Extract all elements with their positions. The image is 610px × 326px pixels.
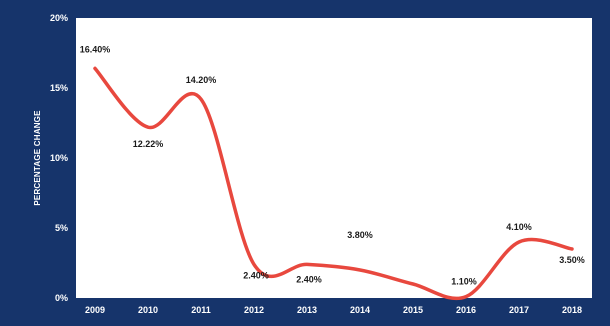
- x-tick-label: 2018: [562, 305, 582, 315]
- x-tick-label: 2009: [85, 305, 105, 315]
- plot-area: [76, 18, 592, 298]
- x-tick-label: 2011: [191, 305, 211, 315]
- x-tick-label: 2015: [403, 305, 423, 315]
- x-tick-label: 2017: [509, 305, 529, 315]
- y-tick-label: 20%: [50, 13, 68, 23]
- x-tick-label: 2010: [138, 305, 158, 315]
- x-tick-label: 2012: [244, 305, 264, 315]
- data-label: 12.22%: [133, 139, 164, 149]
- y-tick-label: 5%: [55, 223, 68, 233]
- x-tick-label: 2013: [297, 305, 317, 315]
- data-label: 4.10%: [506, 222, 532, 232]
- data-label: 3.80%: [347, 230, 373, 240]
- y-axis-label: PERCENTAGE CHANGE: [33, 110, 42, 206]
- y-tick-label: 15%: [50, 83, 68, 93]
- data-label: 3.50%: [559, 255, 585, 265]
- data-label: 2.40%: [243, 270, 269, 280]
- x-tick-label: 2014: [350, 305, 370, 315]
- y-axis-ticks: 0% 5% 10% 15% 20%: [50, 13, 68, 303]
- data-labels: 16.40% 12.22% 14.20% 2.40% 2.40% 3.80% 1.10% 4.…: [80, 44, 585, 286]
- data-label: 2.40%: [296, 274, 322, 284]
- y-tick-label: 10%: [50, 153, 68, 163]
- x-axis-ticks: 2009 2010 2011 2012 2013 2014 2015 2016 2017 2018: [85, 305, 582, 315]
- series-line: [93, 66, 574, 301]
- data-label: 1.10%: [451, 277, 477, 287]
- y-tick-label: 0%: [55, 293, 68, 303]
- data-label: 16.40%: [80, 44, 111, 54]
- x-tick-label: 2016: [456, 305, 476, 315]
- data-label: 14.20%: [186, 75, 217, 85]
